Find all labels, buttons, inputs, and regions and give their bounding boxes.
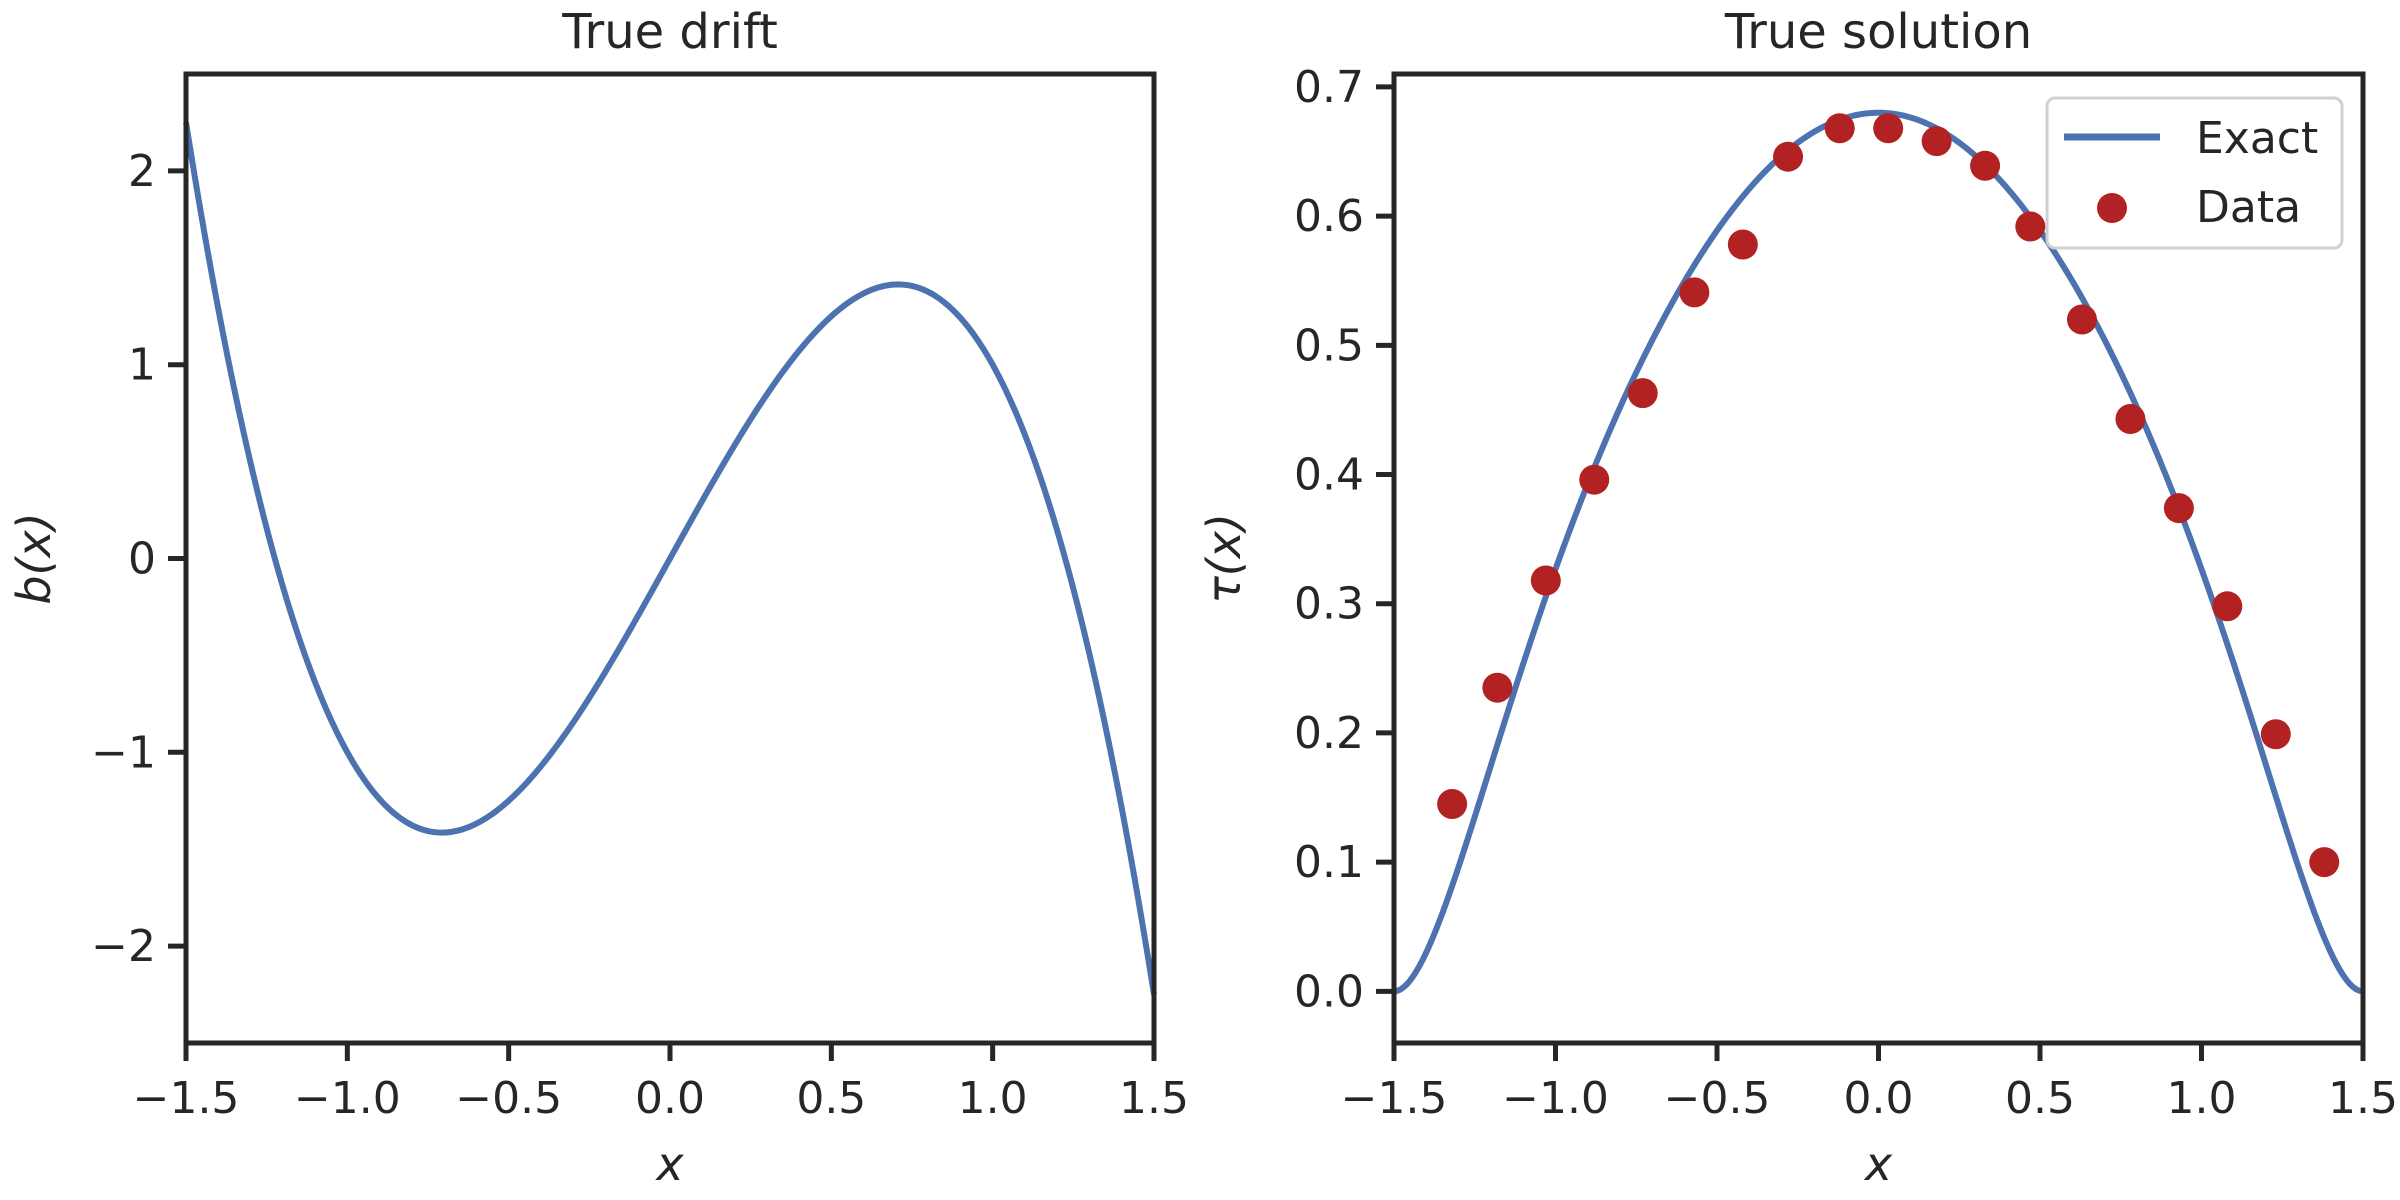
x-tick-label: −1.0: [1502, 1073, 1609, 1124]
x-tick-label: 1.5: [1119, 1073, 1189, 1124]
solution-plot: −1.5 −1.0 −0.5 0.0 0.5 1.0 1.5 0.0 0.1 0.2 0.3 0.4 0…: [1197, 4, 2398, 1191]
legend: Exact Data: [2045, 96, 2344, 250]
x-tick-label: 1.0: [2167, 1073, 2237, 1124]
data-point: [1773, 141, 1804, 172]
data-point: [1482, 672, 1513, 703]
y-tick-label: −1: [91, 727, 156, 778]
plot-title: True solution: [1724, 4, 2032, 60]
y-tick-label: 0.6: [1294, 191, 1364, 242]
data-point: [2163, 493, 2194, 524]
x-tick-label: 0.0: [635, 1073, 705, 1124]
data-point: [1824, 113, 1855, 144]
y-tick-label: 0.5: [1294, 320, 1364, 371]
y-tick-label: 0.0: [1294, 966, 1364, 1017]
drift-plot: −1.5 −1.0 −0.5 0.0 0.5 1.0 1.5 −2 −1 0 1 2 True drif…: [7, 4, 1189, 1191]
x-tick-label: 0.5: [796, 1073, 866, 1124]
data-point: [2015, 211, 2046, 242]
legend-dot-icon: [2097, 193, 2127, 223]
y-tick-label: 0.2: [1294, 708, 1364, 759]
drift-curve: [183, 121, 1157, 996]
x-tick-label: 0.5: [2005, 1073, 2075, 1124]
y-tick-label: 0: [128, 534, 156, 585]
x-tick-label: −1.0: [294, 1073, 401, 1124]
x-axis-label: x: [654, 1137, 684, 1191]
data-point: [1970, 150, 2001, 181]
data-point: [1679, 277, 1710, 308]
y-tick-label: 0.4: [1294, 450, 1364, 501]
legend-exact-label: Exact: [2196, 113, 2318, 164]
y-axis-label: b(x): [7, 512, 61, 604]
x-tick-label: 0.0: [1844, 1073, 1914, 1124]
data-point: [1437, 788, 1468, 819]
data-point: [1727, 229, 1758, 260]
plot-title: True drift: [561, 4, 778, 60]
data-point: [2212, 591, 2243, 622]
y-tick-label: 1: [128, 340, 156, 391]
x-tick-label: −0.5: [1664, 1073, 1771, 1124]
y-tick-label: 0.1: [1294, 837, 1364, 888]
x-axis-label: x: [1863, 1137, 1893, 1191]
data-point: [1627, 378, 1658, 409]
x-tick-label: −0.5: [455, 1073, 562, 1124]
x-tick-label: 1.0: [958, 1073, 1028, 1124]
y-axis-label: τ(x): [1197, 513, 1251, 604]
x-tick-label: −1.5: [133, 1073, 240, 1124]
data-point: [1579, 464, 1610, 495]
data-point: [2066, 304, 2097, 335]
y-tick-label: 0.3: [1294, 579, 1364, 630]
data-point: [2260, 719, 2291, 750]
x-tick-label: 1.5: [2328, 1073, 2398, 1124]
data-point: [2309, 847, 2340, 878]
data-point: [2115, 403, 2146, 434]
y-tick-label: −2: [91, 921, 156, 972]
y-tick-label: 0.7: [1294, 62, 1364, 113]
legend-data-label: Data: [2196, 182, 2301, 233]
x-tick-label: −1.5: [1341, 1073, 1448, 1124]
data-point: [1921, 126, 1952, 157]
data-point: [1530, 565, 1561, 596]
data-point: [1873, 113, 1904, 144]
y-tick-label: 2: [128, 146, 156, 197]
